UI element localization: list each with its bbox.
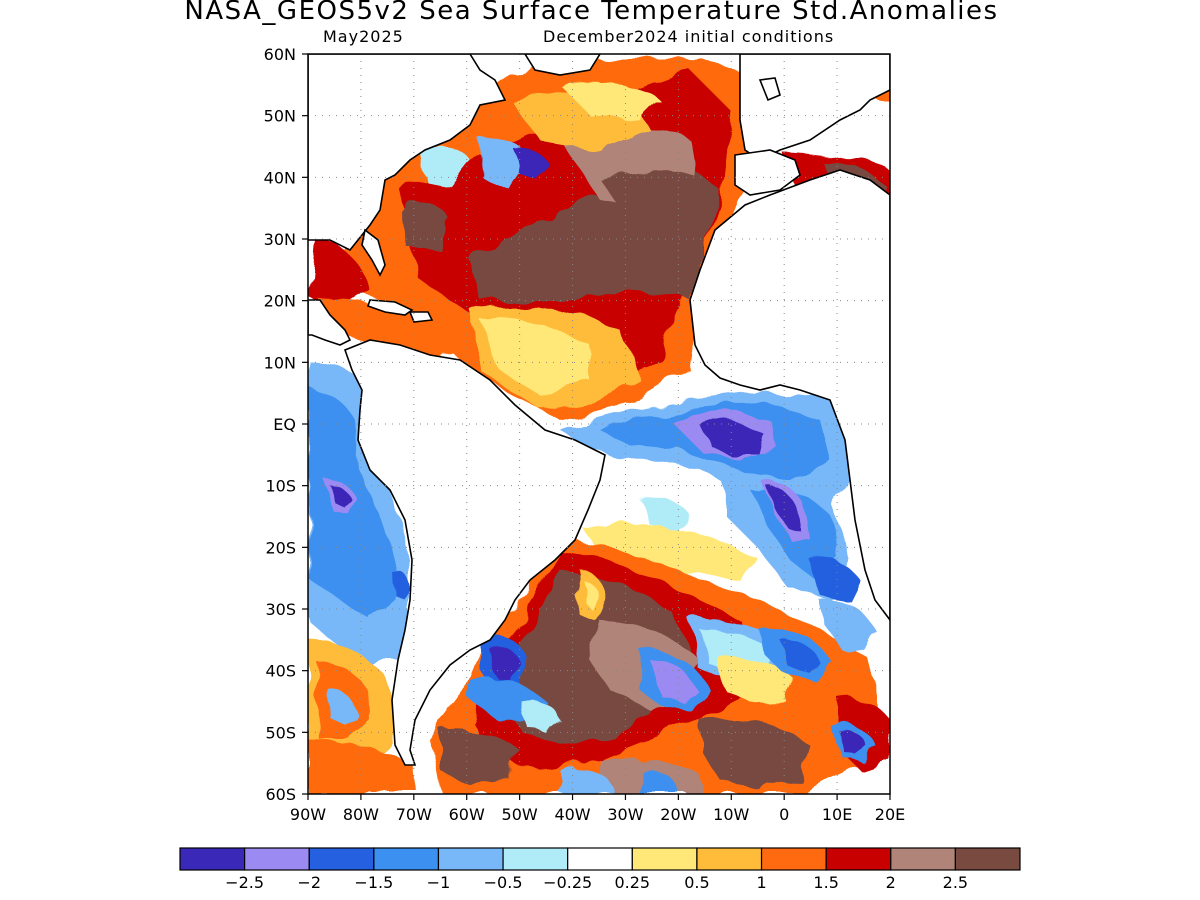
colorbar-label: −0.25 [543, 873, 592, 892]
lon-label: 40W [554, 805, 590, 824]
central-america-land [308, 299, 352, 346]
lat-label: 40N [264, 168, 296, 187]
lat-label: 30N [264, 230, 296, 249]
lon-label: 90W [290, 805, 326, 824]
colorbar-label: 2 [886, 873, 896, 892]
colorbar-swatch [308, 847, 375, 871]
greenland-tip [524, 54, 601, 76]
colorbar-swatch [244, 847, 310, 871]
colorbar [179, 847, 1021, 871]
colorbar-swatch [696, 847, 763, 871]
colorbar-swatch [760, 847, 827, 871]
lat-label: 10N [264, 353, 296, 372]
lon-label: 60W [449, 805, 485, 824]
colorbar-swatch [502, 847, 569, 871]
forecast-month: May2025 [323, 27, 404, 46]
hispaniola-island [408, 311, 434, 323]
initial-conditions-label: December2024 initial conditions [543, 27, 835, 46]
colorbar-swatch [890, 847, 956, 871]
colorbar-label: 0.5 [684, 873, 709, 892]
lon-label: 80W [343, 805, 379, 824]
florida-peninsula [361, 228, 386, 277]
longitude-labels: 90W 80W 70W 60W 50W 40W 30W 20W 10W 0 10E 20E [290, 794, 905, 824]
colorbar-swatch [179, 847, 246, 871]
lon-label: 10E [822, 805, 852, 824]
lon-label: 30W [607, 805, 643, 824]
lat-label: 40S [265, 662, 296, 681]
lon-label: 10W [713, 805, 749, 824]
colorbar-label: −1 [427, 873, 451, 892]
lat-label: 10S [265, 477, 296, 496]
map-title: NASA_GEOS5v2 Sea Surface Temperature Std… [184, 0, 999, 26]
colorbar-swatch [373, 847, 440, 871]
lat-label: 20S [265, 538, 296, 557]
latitude-labels: 60N 50N 40N 30N 20N 10N EQ 10S 20S 30S 40S 50S 60S [264, 45, 308, 804]
africa-land [689, 169, 890, 622]
lat-label: 30S [265, 600, 296, 619]
graticule [308, 54, 890, 794]
lat-label: 60N [264, 45, 296, 64]
lon-label: 0 [779, 805, 789, 824]
colorbar-swatch [825, 847, 892, 871]
lat-label: 50N [264, 107, 296, 126]
colorbar-label: 1.5 [813, 873, 838, 892]
iberia-land [734, 149, 801, 196]
south-america-land [343, 339, 606, 766]
lat-label: 20N [264, 292, 296, 311]
colorbar-label: 0.25 [614, 873, 650, 892]
colorbar-label: −2 [297, 873, 321, 892]
cuba-island [366, 299, 414, 316]
colorbar-label: 2.5 [943, 873, 968, 892]
colorbar-label: 1 [756, 873, 766, 892]
land-masses [308, 54, 890, 766]
colorbar-swatch [631, 847, 698, 871]
lon-label: 50W [502, 805, 538, 824]
colorbar-label: −0.5 [484, 873, 523, 892]
lat-label: 50S [265, 723, 296, 742]
colorbar-swatch [437, 847, 504, 871]
lat-label: 60S [265, 785, 296, 804]
british-isles [758, 77, 781, 102]
europe-land [739, 54, 890, 161]
colorbar-label: −2.5 [225, 873, 264, 892]
colorbar-labels: −2.5 −2 −1.5 −1 −0.5 −0.25 0.25 0.5 1 1.5 2 2.5 [225, 873, 968, 892]
lat-label: EQ [273, 415, 296, 434]
lon-label: 70W [396, 805, 432, 824]
lon-label: 20E [875, 805, 905, 824]
sst-anomaly-field [308, 54, 890, 794]
colorbar-swatch [567, 847, 633, 871]
lon-label: 20W [660, 805, 696, 824]
colorbar-label: −1.5 [354, 873, 393, 892]
north-america-land [308, 54, 507, 252]
colorbar-swatch [954, 847, 1021, 871]
